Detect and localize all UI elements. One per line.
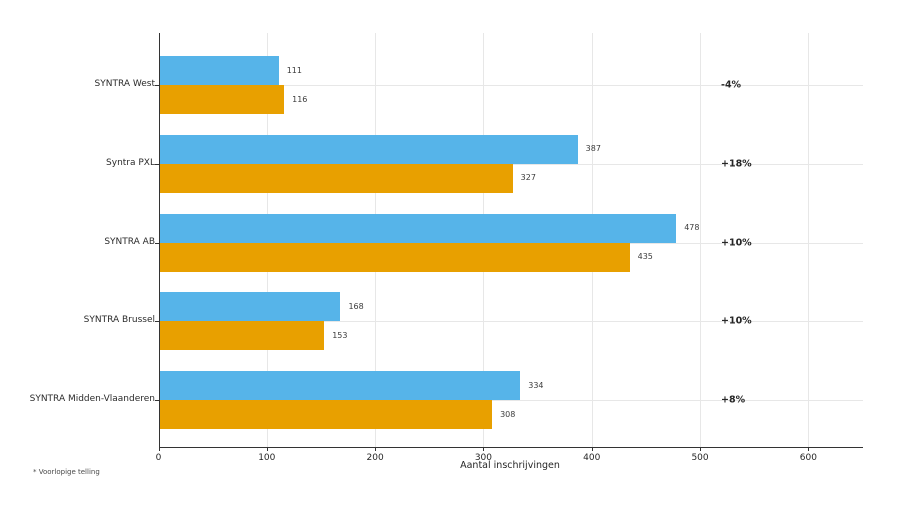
delta-label: +10% <box>721 236 752 248</box>
x-tick-label: 600 <box>799 453 817 463</box>
bar-orange <box>158 163 513 193</box>
bar-blue <box>158 292 341 322</box>
y-axis-spine <box>158 33 160 448</box>
x-axis-tick <box>808 447 810 451</box>
gridline-vertical <box>700 33 702 447</box>
value-label: 334 <box>528 380 544 390</box>
y-axis-tick <box>154 85 159 86</box>
gridline-vertical <box>808 33 810 447</box>
delta-label: +18% <box>721 158 752 169</box>
value-label: 387 <box>585 144 601 154</box>
value-label: 308 <box>500 409 516 419</box>
bar-blue <box>158 134 578 164</box>
x-tick-label: 300 <box>474 453 493 463</box>
value-label: 168 <box>348 301 364 311</box>
x-tick-label: 200 <box>366 453 384 463</box>
delta-label: -4% <box>721 79 742 91</box>
category-label: SYNTRA Midden-Vlaanderen <box>29 394 155 405</box>
bar-orange <box>158 242 630 272</box>
bar-blue <box>158 213 677 243</box>
y-axis-tick <box>154 242 159 244</box>
x-axis-tick <box>700 447 702 451</box>
x-axis-tick <box>375 447 377 451</box>
gridline-horizontal <box>158 400 863 401</box>
bar-blue <box>158 56 279 85</box>
x-tick-label: 100 <box>258 453 276 463</box>
value-label: 111 <box>286 65 302 75</box>
category-label: SYNTRA West <box>94 79 155 90</box>
category-label: SYNTRA AB <box>104 236 155 247</box>
value-label: 153 <box>332 330 348 340</box>
gridline-horizontal <box>158 321 863 323</box>
bar-orange <box>158 85 285 114</box>
value-label: 116 <box>292 94 308 104</box>
x-tick-label: 400 <box>583 453 601 463</box>
delta-label: +10% <box>721 315 752 327</box>
category-label: SYNTRA Brussel <box>83 315 155 326</box>
delta-label: +8% <box>721 394 746 406</box>
y-axis-tick <box>154 163 159 165</box>
x-axis-title: Aantal inschrijvingen <box>460 460 560 471</box>
x-axis-tick <box>591 447 593 451</box>
y-axis-tick <box>154 400 159 401</box>
value-label: 478 <box>684 223 700 232</box>
y-axis-tick <box>154 321 159 323</box>
bar-orange <box>158 321 325 351</box>
bar-orange <box>158 400 493 429</box>
bar-blue <box>158 371 521 400</box>
x-axis-spine <box>158 447 863 448</box>
x-axis-tick <box>158 447 160 451</box>
x-axis-tick <box>266 447 268 451</box>
gridline-horizontal <box>158 85 863 86</box>
x-tick-label: 0 <box>155 453 162 463</box>
footnote: * Voorlopige telling <box>33 468 100 476</box>
x-axis-tick <box>483 447 485 451</box>
value-label: 327 <box>520 173 536 183</box>
category-label: Syntra PXL <box>106 157 155 168</box>
value-label: 435 <box>637 252 653 261</box>
x-tick-label: 500 <box>691 453 709 463</box>
